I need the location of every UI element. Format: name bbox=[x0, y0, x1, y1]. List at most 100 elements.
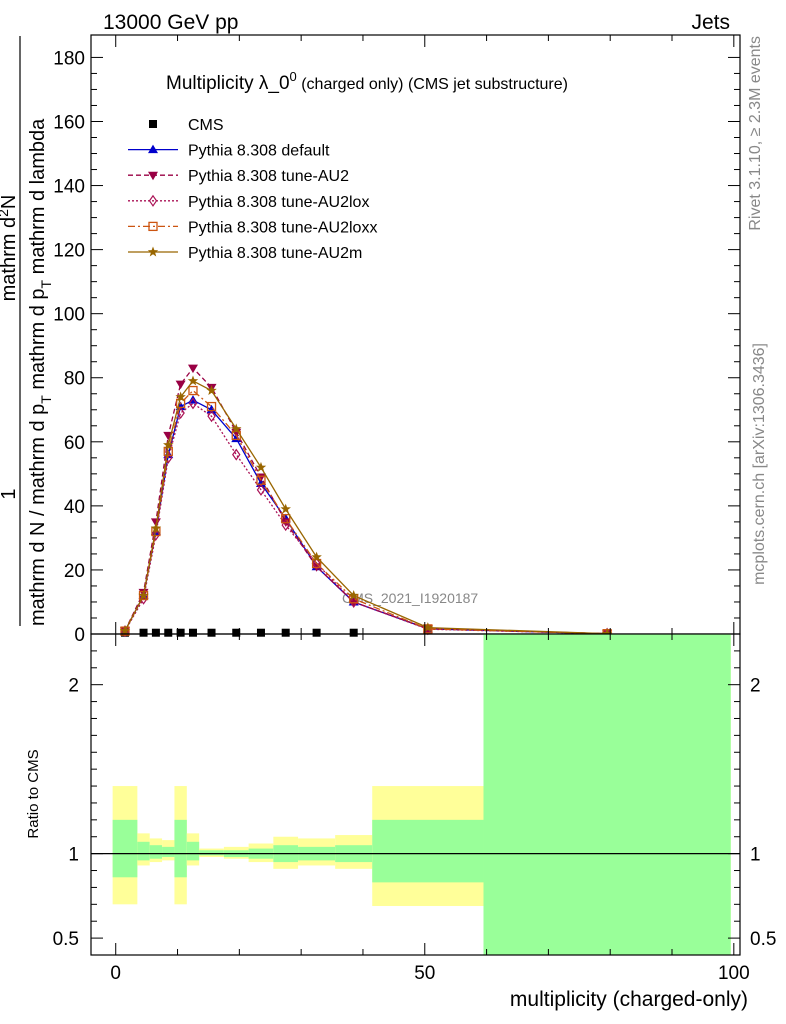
watermark-label: CMS_2021_I1920187 bbox=[342, 590, 478, 606]
data-point bbox=[601, 628, 613, 639]
stat-uncertainty-band bbox=[372, 819, 484, 883]
main-ytick-label: 0 bbox=[74, 625, 85, 646]
ratio-ytick-label-right: 0.5 bbox=[750, 929, 776, 950]
legend-marker bbox=[148, 144, 158, 154]
data-point bbox=[150, 522, 162, 533]
legend: CMS Pythia 8.308 default Pythia 8.308 tune… bbox=[128, 117, 377, 262]
legend-item: Pythia 8.308 tune-AU2 bbox=[128, 168, 349, 185]
legend-label: Pythia 8.308 tune-AU2m bbox=[188, 245, 362, 262]
data-point bbox=[232, 448, 241, 461]
xtick-label: 0 bbox=[110, 963, 121, 984]
data-point bbox=[311, 558, 322, 569]
header-energy-label: 13000 GeV pp bbox=[103, 11, 238, 34]
main-ytick-label: 20 bbox=[64, 561, 85, 582]
svg-text:mathrm d N / mathrm d pT mathr: mathrm d N / mathrm d pT mathrm d pT mat… bbox=[27, 118, 54, 626]
legend-marker bbox=[148, 194, 158, 207]
data-point bbox=[280, 503, 291, 514]
data-point bbox=[206, 385, 217, 396]
data-point bbox=[175, 380, 186, 390]
main-ytick-label: 120 bbox=[53, 241, 85, 262]
svg-text:1: 1 bbox=[0, 488, 20, 499]
ratio-ytick-label: 0.5 bbox=[53, 929, 79, 950]
legend-marker bbox=[148, 221, 158, 232]
data-point bbox=[349, 628, 358, 637]
series-line bbox=[124, 367, 608, 635]
legend-label: Pythia 8.308 tune-AU2 bbox=[188, 168, 349, 185]
xtick-label: 100 bbox=[718, 963, 750, 984]
xtick-label: 50 bbox=[414, 963, 435, 984]
data-point bbox=[312, 628, 321, 637]
data-point bbox=[207, 410, 216, 423]
data-point bbox=[151, 528, 161, 541]
data-point bbox=[139, 628, 148, 637]
main-ylabel: 1 mathrm d N / mathrm d pT mathrm d pT m… bbox=[0, 36, 54, 626]
data-point bbox=[232, 628, 241, 637]
ratio-ytick-label: 2 bbox=[68, 676, 79, 697]
data-point bbox=[175, 391, 186, 402]
data-point bbox=[281, 514, 291, 524]
main-ytick-label: 100 bbox=[53, 305, 85, 326]
data-point bbox=[281, 628, 290, 637]
header-category-label: Jets bbox=[691, 11, 730, 34]
stat-uncertainty-band bbox=[162, 846, 175, 858]
svg-text:mathrm d2N: mathrm d2N bbox=[0, 195, 20, 302]
data-point bbox=[188, 628, 197, 637]
mcplots-label: mcplots.cern.ch [arXiv:1306.3436] bbox=[751, 343, 768, 585]
ratio-ytick-label-right: 2 bbox=[750, 676, 761, 697]
main-ytick-label: 40 bbox=[64, 497, 85, 518]
stat-uncertainty-band bbox=[137, 841, 150, 861]
ratio-ytick-label-right: 1 bbox=[750, 845, 761, 866]
xaxis-label: multiplicity (charged-only) bbox=[510, 988, 748, 1011]
legend-item: CMS bbox=[149, 117, 224, 134]
legend-label: CMS bbox=[188, 117, 224, 134]
data-point bbox=[256, 483, 266, 496]
main-panel: CMS_2021_I1920187 0204060801001201401601… bbox=[0, 34, 741, 646]
series-0 bbox=[120, 628, 358, 637]
legend-marker bbox=[149, 120, 157, 128]
data-point bbox=[348, 590, 359, 601]
stat-uncertainty-band bbox=[186, 841, 200, 861]
main-ytick-label: 60 bbox=[64, 433, 85, 454]
stat-uncertainty-band bbox=[174, 819, 187, 878]
legend-label: Pythia 8.308 tune-AU2loxx bbox=[188, 219, 377, 236]
data-point bbox=[187, 375, 199, 386]
legend-item: Pythia 8.308 tune-AU2lox bbox=[128, 194, 369, 211]
data-point bbox=[206, 401, 217, 412]
series-5 bbox=[119, 375, 613, 639]
data-point bbox=[163, 439, 174, 450]
ratio-frame bbox=[90, 633, 741, 956]
ratio-ylabel: Ratio to CMS bbox=[25, 749, 42, 838]
main-ytick-label: 140 bbox=[53, 177, 85, 198]
data-point bbox=[138, 590, 149, 601]
data-point bbox=[231, 423, 242, 434]
legend-item: Pythia 8.308 default bbox=[128, 143, 330, 160]
rivet-version-label: Rivet 3.1.10, ≥ 2.3M events bbox=[747, 36, 764, 231]
data-point bbox=[255, 461, 267, 472]
data-point bbox=[281, 519, 290, 532]
stat-uncertainty-band bbox=[149, 845, 163, 859]
stat-uncertainty-band bbox=[112, 819, 138, 878]
legend-marker bbox=[148, 171, 158, 181]
legend-item: Pythia 8.308 tune-AU2loxx bbox=[128, 219, 377, 236]
data-point bbox=[256, 475, 266, 485]
data-point bbox=[176, 628, 185, 637]
data-point bbox=[311, 551, 322, 562]
main-title: Multiplicity λ_00 (charged only) (CMS je… bbox=[166, 69, 568, 94]
stat-uncertainty-band bbox=[199, 850, 224, 856]
legend-item: Pythia 8.308 tune-AU2m bbox=[128, 245, 362, 262]
legend-label: Pythia 8.308 default bbox=[188, 143, 330, 160]
data-point bbox=[119, 625, 131, 636]
data-point bbox=[312, 557, 321, 570]
data-point bbox=[422, 622, 434, 633]
data-point bbox=[164, 628, 173, 637]
stat-uncertainty-band bbox=[483, 634, 731, 955]
data-point bbox=[188, 385, 198, 396]
series-line bbox=[124, 389, 608, 635]
series-line bbox=[124, 380, 608, 635]
legend-label: Pythia 8.308 tune-AU2lox bbox=[188, 194, 369, 211]
data-point bbox=[256, 628, 265, 637]
main-ytick-label: 80 bbox=[64, 369, 85, 390]
data-point bbox=[151, 628, 160, 637]
legend-marker bbox=[147, 246, 159, 257]
ratio-ytick-label: 1 bbox=[68, 845, 79, 866]
